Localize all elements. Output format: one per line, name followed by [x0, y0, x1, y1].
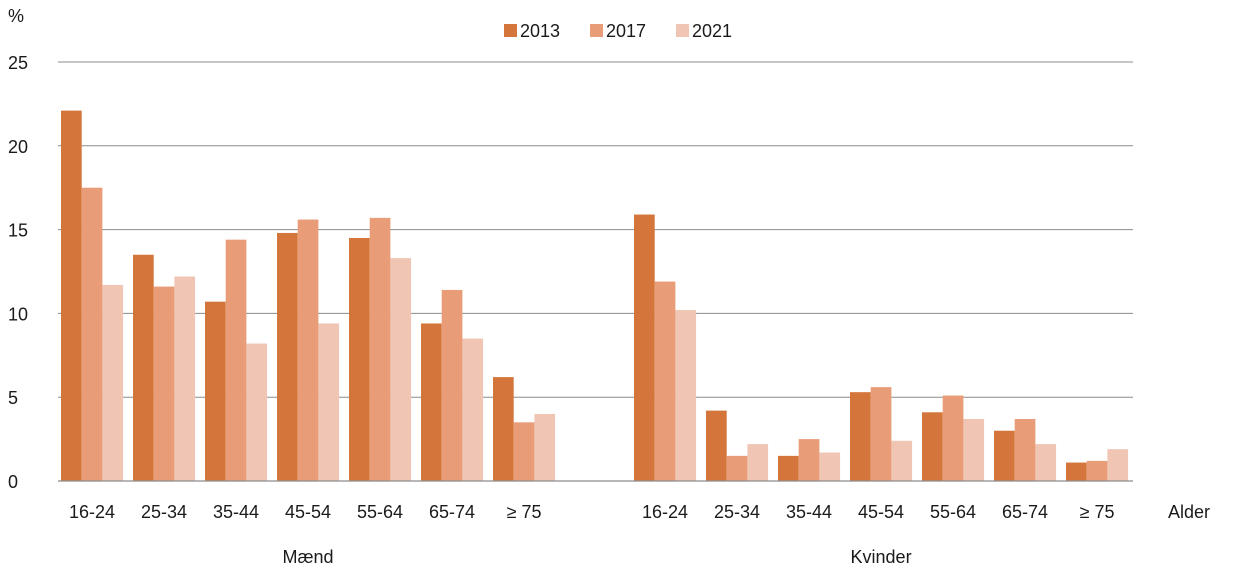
- x-tick-label: 35-44: [213, 502, 259, 522]
- y-tick-label: 0: [8, 472, 18, 492]
- group-label: Kvinder: [851, 547, 912, 567]
- x-tick-label: ≥ 75: [507, 502, 542, 522]
- bar: [942, 395, 964, 481]
- bars: [61, 110, 1129, 482]
- bar: [205, 301, 226, 481]
- x-tick-label: 65-74: [429, 502, 475, 522]
- x-tick-label: 45-54: [858, 502, 904, 522]
- x-tick-label: 16-24: [642, 502, 688, 522]
- x-axis-title: Alder: [1168, 502, 1210, 522]
- bar: [1035, 444, 1057, 481]
- bar: [174, 276, 196, 481]
- bar: [153, 286, 175, 481]
- bar: [798, 439, 820, 481]
- x-tick-label: 16-24: [69, 502, 115, 522]
- bar: [133, 254, 154, 481]
- bar: [513, 422, 535, 481]
- bar: [870, 387, 892, 481]
- x-tick-label: 35-44: [786, 502, 832, 522]
- bar: [297, 219, 319, 481]
- y-tick-label: 10: [8, 304, 28, 324]
- bar: [891, 440, 913, 481]
- bar: [102, 284, 124, 481]
- legend-swatch: [590, 24, 603, 37]
- y-tick-label: 5: [8, 388, 18, 408]
- x-tick-label: ≥ 75: [1080, 502, 1115, 522]
- bar: [225, 239, 247, 481]
- bar: [634, 214, 655, 482]
- y-tick-label: 25: [8, 53, 28, 73]
- legend: 2013 2017 2021: [504, 21, 732, 41]
- legend-swatch: [504, 24, 517, 37]
- bar: [318, 323, 340, 481]
- bar: [819, 452, 841, 481]
- x-tick-label: 55-64: [930, 502, 976, 522]
- group-label: Mænd: [283, 547, 334, 567]
- x-tick-label: 25-34: [714, 502, 760, 522]
- bar: [963, 418, 985, 481]
- bar: [726, 455, 748, 481]
- bar: [747, 444, 769, 481]
- legend-label: 2013: [520, 21, 560, 41]
- x-tick-label: 25-34: [141, 502, 187, 522]
- legend-label: 2021: [692, 21, 732, 41]
- bar: [706, 410, 727, 481]
- bar: [493, 377, 514, 481]
- bar: [994, 430, 1015, 481]
- y-unit-label: %: [8, 6, 24, 26]
- y-tick-label: 15: [8, 221, 28, 241]
- y-tick-label: 20: [8, 137, 28, 157]
- x-tick-label: 45-54: [285, 502, 331, 522]
- bar: [850, 392, 871, 481]
- bar: [421, 323, 442, 481]
- bar: [277, 232, 298, 481]
- bar: [778, 455, 799, 481]
- bar: [390, 258, 412, 481]
- bar: [61, 110, 82, 481]
- bar: [675, 310, 697, 481]
- x-tick-label: 55-64: [357, 502, 403, 522]
- bar: [441, 289, 463, 481]
- bar: [654, 281, 676, 481]
- bar: [1014, 418, 1036, 481]
- bar: [81, 187, 103, 481]
- legend-label: 2017: [606, 21, 646, 41]
- bar: [534, 413, 556, 481]
- x-tick-label: 65-74: [1002, 502, 1048, 522]
- bar: [1086, 460, 1108, 481]
- bar: [462, 338, 484, 481]
- legend-swatch: [676, 24, 689, 37]
- bar: [922, 412, 943, 481]
- bar: [349, 237, 370, 481]
- bar: [1066, 462, 1087, 481]
- axes: 0 5 10 15 20 25 16-24 25-34 35-44 45-54 55-64 65-74…: [8, 53, 1133, 567]
- bar: [246, 343, 268, 481]
- bar: [369, 217, 391, 482]
- bar: [1107, 449, 1129, 481]
